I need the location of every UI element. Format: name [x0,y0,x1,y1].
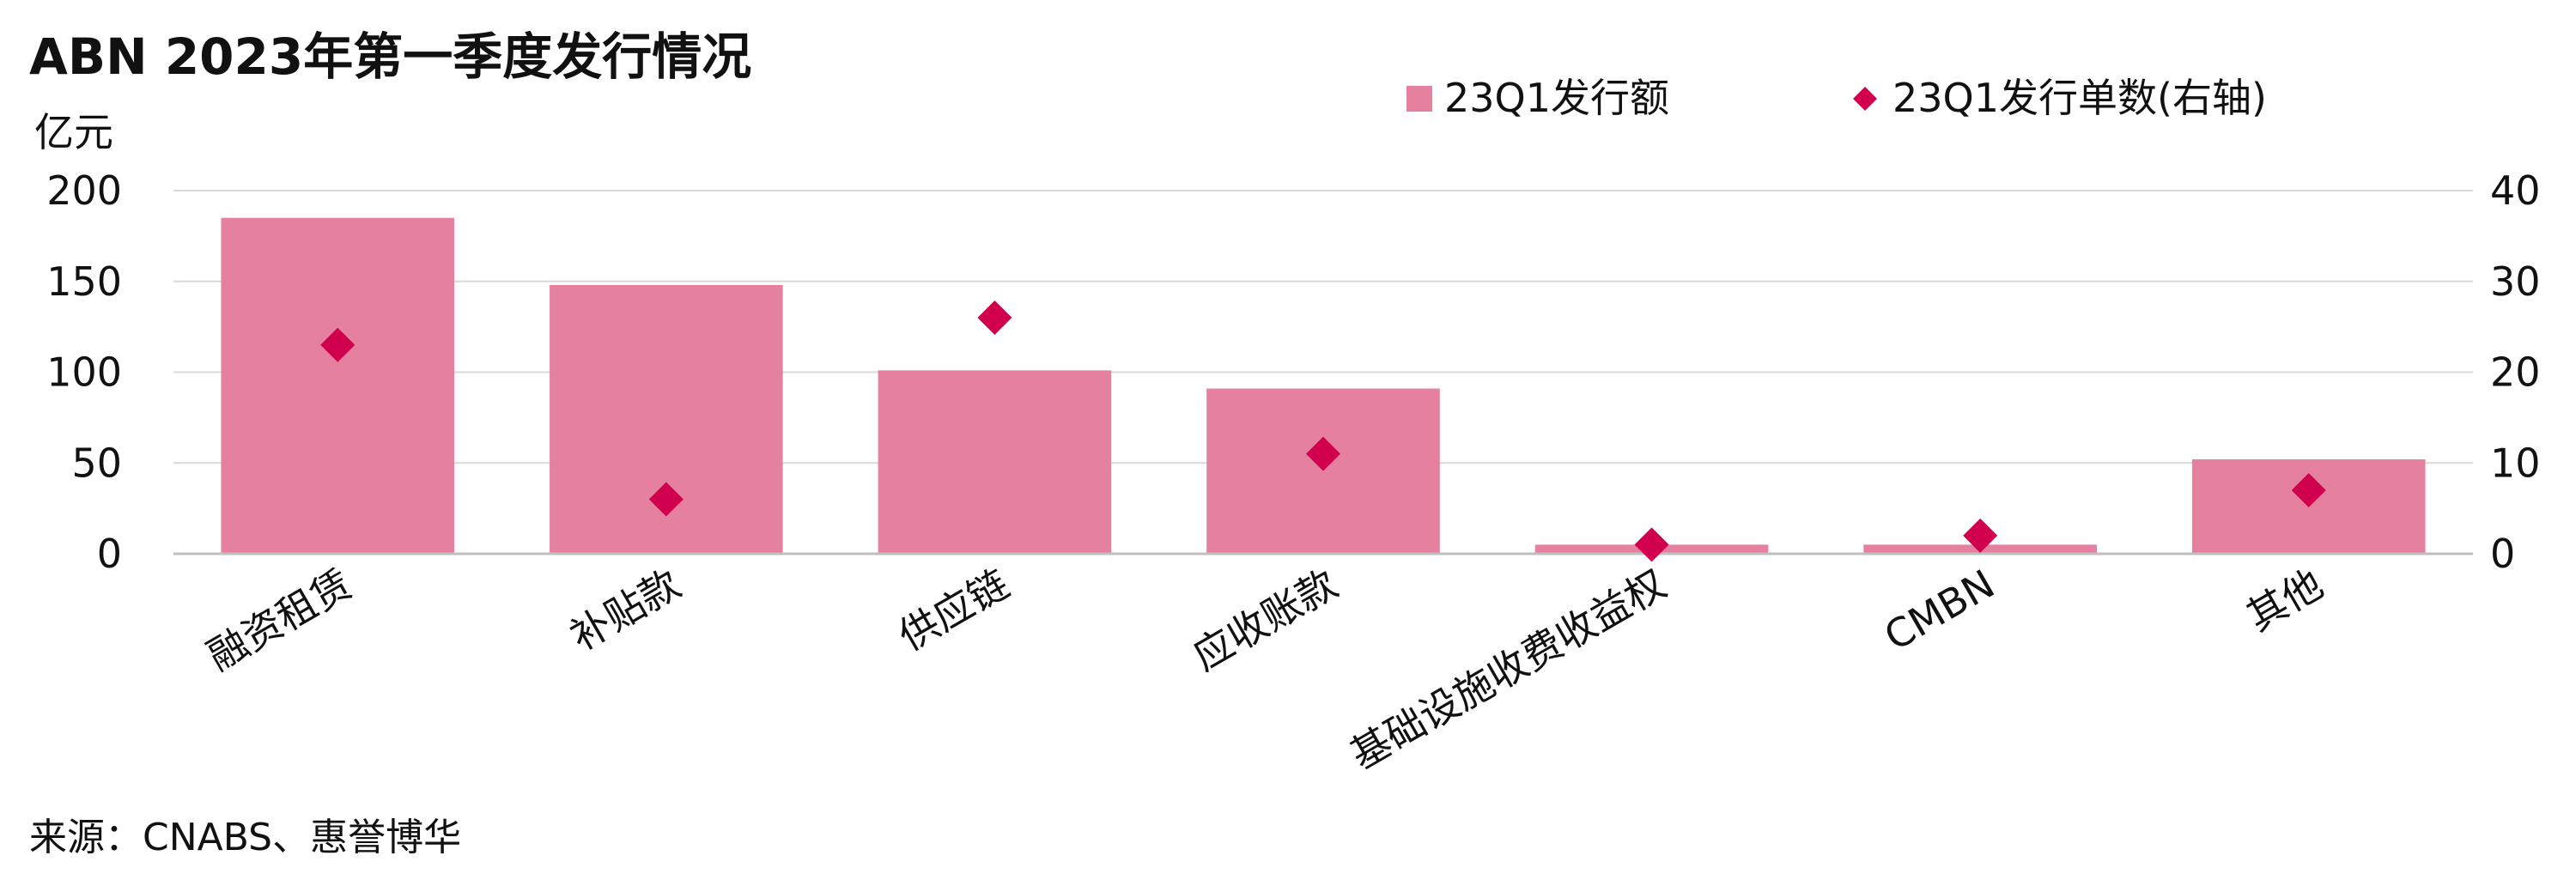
right-axis-tick-label: 0 [2490,531,2515,577]
diamond-marker [977,300,1012,336]
diamond-marker [1306,436,1340,471]
left-axis-unit-label: 亿元 [34,109,113,155]
right-axis-tick-label: 30 [2490,258,2541,305]
legend-marker-label: 23Q1发行单数(右轴) [1893,75,2267,121]
right-axis-tick-label: 10 [2490,440,2541,486]
left-axis-tick-label: 200 [46,167,122,214]
right-axis-tick-label: 20 [2490,349,2541,396]
right-axis-tick-label: 40 [2490,167,2541,214]
bar [1206,388,1440,554]
diamond-marker [320,327,355,362]
diamond-marker [1634,527,1669,562]
category-label: 融资租赁 [199,561,359,680]
legend-bar-label: 23Q1发行额 [1444,75,1669,121]
category-label: CMBN [1876,561,2002,660]
category-label: 供应链 [890,561,1017,660]
legend-bar-swatch [1406,86,1432,112]
source-note: 来源：CNABS、惠誉博华 [29,816,461,859]
bar [878,370,1112,554]
left-axis-tick-label: 0 [97,531,122,577]
diamond-marker [648,482,683,517]
category-label: 其他 [2239,561,2331,640]
left-axis-ticks: 0 50 100 150 200 [46,167,122,577]
marker-series [320,300,2326,562]
bar-series [221,217,2426,554]
bar [221,217,455,554]
legend: 23Q1发行额 23Q1发行单数(右轴) [1406,75,2267,121]
diamond-marker [1963,518,1998,553]
diamond-marker [2291,472,2326,507]
right-axis-ticks: 0 10 20 30 40 [2490,167,2541,577]
chart-title: ABN 2023年第一季度发行情况 [29,27,751,86]
category-label: 应收账款 [1185,561,1345,680]
category-label: 基础设施收费收益权 [1343,561,1674,779]
left-axis-tick-label: 50 [71,440,122,486]
legend-diamond-marker [1853,87,1877,111]
left-axis-tick-label: 100 [46,349,122,396]
left-axis-tick-label: 150 [46,258,122,305]
category-label: 补贴款 [562,561,689,660]
